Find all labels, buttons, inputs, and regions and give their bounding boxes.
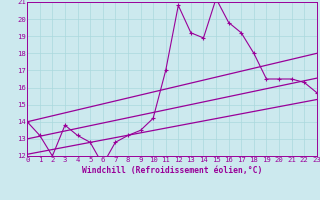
X-axis label: Windchill (Refroidissement éolien,°C): Windchill (Refroidissement éolien,°C) <box>82 166 262 175</box>
